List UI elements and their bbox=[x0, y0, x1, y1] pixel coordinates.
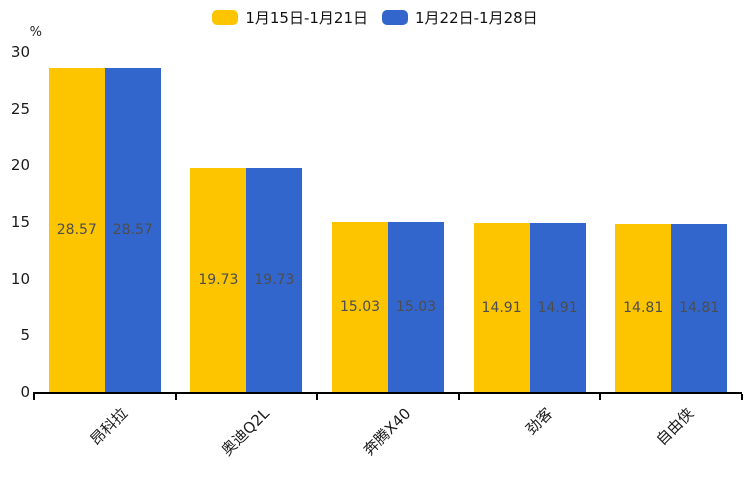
bar-value-label: 19.73 bbox=[198, 272, 239, 289]
bar-value-label: 28.57 bbox=[112, 222, 153, 239]
x-tick-mark bbox=[741, 394, 743, 400]
x-category-label: 自由侠 bbox=[652, 404, 698, 449]
bar-value-label: 28.57 bbox=[56, 222, 97, 239]
x-tick-mark bbox=[33, 394, 35, 400]
x-tick-mark bbox=[457, 394, 460, 400]
x-category-label: 劲客 bbox=[521, 404, 556, 439]
bar-value-label: 15.03 bbox=[339, 298, 381, 315]
bar-week2: 28.57 bbox=[104, 68, 161, 392]
y-tick-label: 30 bbox=[10, 43, 30, 61]
y-axis-unit-label: % bbox=[29, 25, 42, 40]
plot-area: 28.57 28.57 19.73 19.73 15.03 15.03 14.91 14.91… bbox=[34, 52, 742, 392]
bar-value-label: 14.81 bbox=[679, 300, 720, 317]
x-tick-mark bbox=[316, 394, 319, 400]
bar-week1: 15.03 bbox=[332, 221, 388, 392]
bar-value-label: 14.81 bbox=[623, 300, 664, 317]
legend-swatch-week2 bbox=[382, 10, 408, 25]
bar-value-label: 15.03 bbox=[395, 298, 437, 315]
x-tick-mark bbox=[174, 394, 177, 400]
legend-item-week2: 1月22日-1月28日 bbox=[382, 7, 538, 28]
bar-week2: 14.91 bbox=[529, 223, 586, 392]
bar-value-label: 14.91 bbox=[537, 299, 578, 316]
x-axis-category-labels: 昂科拉 奥迪Q2L 奔腾X40 劲客 自由侠 bbox=[34, 399, 742, 469]
y-tick-label: 20 bbox=[10, 156, 30, 175]
bar-week1: 14.81 bbox=[615, 224, 672, 392]
legend: 1月15日-1月21日 1月22日-1月28日 bbox=[0, 7, 750, 28]
x-category-label: 奥迪Q2L bbox=[217, 404, 273, 460]
x-axis-line bbox=[33, 392, 742, 394]
y-tick-label: 5 bbox=[20, 326, 30, 345]
legend-swatch-week1 bbox=[212, 10, 239, 25]
legend-item-week1: 1月15日-1月21日 bbox=[212, 7, 368, 28]
legend-label-week2: 1月22日-1月28日 bbox=[415, 9, 538, 27]
y-tick-label: 15 bbox=[10, 213, 30, 231]
bar-week1: 14.91 bbox=[473, 223, 530, 392]
bar-week2: 19.73 bbox=[246, 168, 303, 392]
y-tick-label: 0 bbox=[20, 383, 30, 401]
legend-label-week1: 1月15日-1月21日 bbox=[245, 9, 368, 27]
x-category-label: 昂科拉 bbox=[86, 404, 131, 449]
bar-week1: 28.57 bbox=[48, 68, 105, 392]
bar-week2: 15.03 bbox=[388, 221, 444, 392]
bar-week1: 19.73 bbox=[190, 168, 247, 392]
y-tick-label: 10 bbox=[10, 269, 30, 288]
bar-value-label: 14.91 bbox=[481, 299, 522, 316]
bar-week2: 14.81 bbox=[671, 224, 728, 392]
x-tick-mark bbox=[599, 394, 602, 400]
y-tick-label: 25 bbox=[10, 99, 30, 118]
bar-value-label: 19.73 bbox=[254, 272, 295, 289]
x-category-label: 奔腾X40 bbox=[359, 404, 415, 460]
